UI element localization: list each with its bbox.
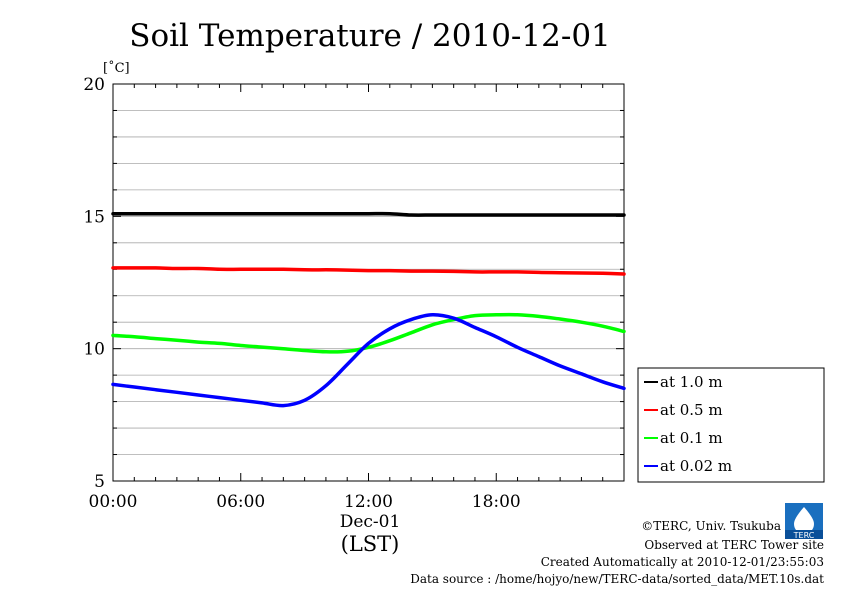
created-text: Created Automatically at 2010-12-01/23:5…: [541, 555, 824, 569]
legend-label: at 0.5 m: [660, 401, 723, 419]
y-tick-label: 15: [83, 207, 105, 227]
series-lines: [111, 211, 626, 408]
legend: at 1.0 m at 0.5 m at 0.1 m at 0.02 m: [637, 367, 825, 483]
copyright-text: ©TERC, Univ. Tsukuba: [641, 519, 781, 533]
chart-title: Soil Temperature / 2010-12-01: [129, 18, 611, 54]
series-line-2: [111, 266, 626, 276]
axes: [112, 83, 625, 482]
legend-label: at 0.02 m: [660, 457, 732, 475]
observed-text: Observed at TERC Tower site: [644, 538, 824, 552]
plot-frame: [112, 83, 625, 482]
gridlines: [113, 110, 624, 455]
legend-box: [637, 367, 825, 483]
logo-band: [785, 530, 823, 539]
legend-label: at 0.1 m: [660, 429, 723, 447]
x-axis-label: (LST): [341, 532, 400, 556]
y-tick-label: 10: [83, 340, 105, 360]
terc-logo: TERC: [785, 503, 823, 540]
series-line-3: [111, 312, 626, 354]
series-line-4: [111, 313, 626, 408]
y-tick-label: 20: [83, 75, 105, 95]
series-line-1: [111, 211, 626, 217]
tick-labels: 5 10 15 20 00:00 06:00 12:00 18:00: [83, 75, 520, 512]
x-tick-label: 12:00: [344, 492, 393, 512]
y-axis-unit: [˚C]: [103, 60, 130, 76]
x-tick-label: 18:00: [472, 492, 521, 512]
logo-text: TERC: [793, 531, 815, 540]
source-text: Data source : /home/hojyo/new/TERC-data/…: [410, 572, 824, 586]
x-tick-label: 00:00: [89, 492, 138, 512]
x-tick-label: 06:00: [216, 492, 265, 512]
water-drop-icon: [794, 507, 814, 534]
x-date-label: Dec-01: [340, 512, 401, 532]
legend-label: at 1.0 m: [660, 373, 723, 391]
y-tick-label: 5: [94, 472, 105, 492]
